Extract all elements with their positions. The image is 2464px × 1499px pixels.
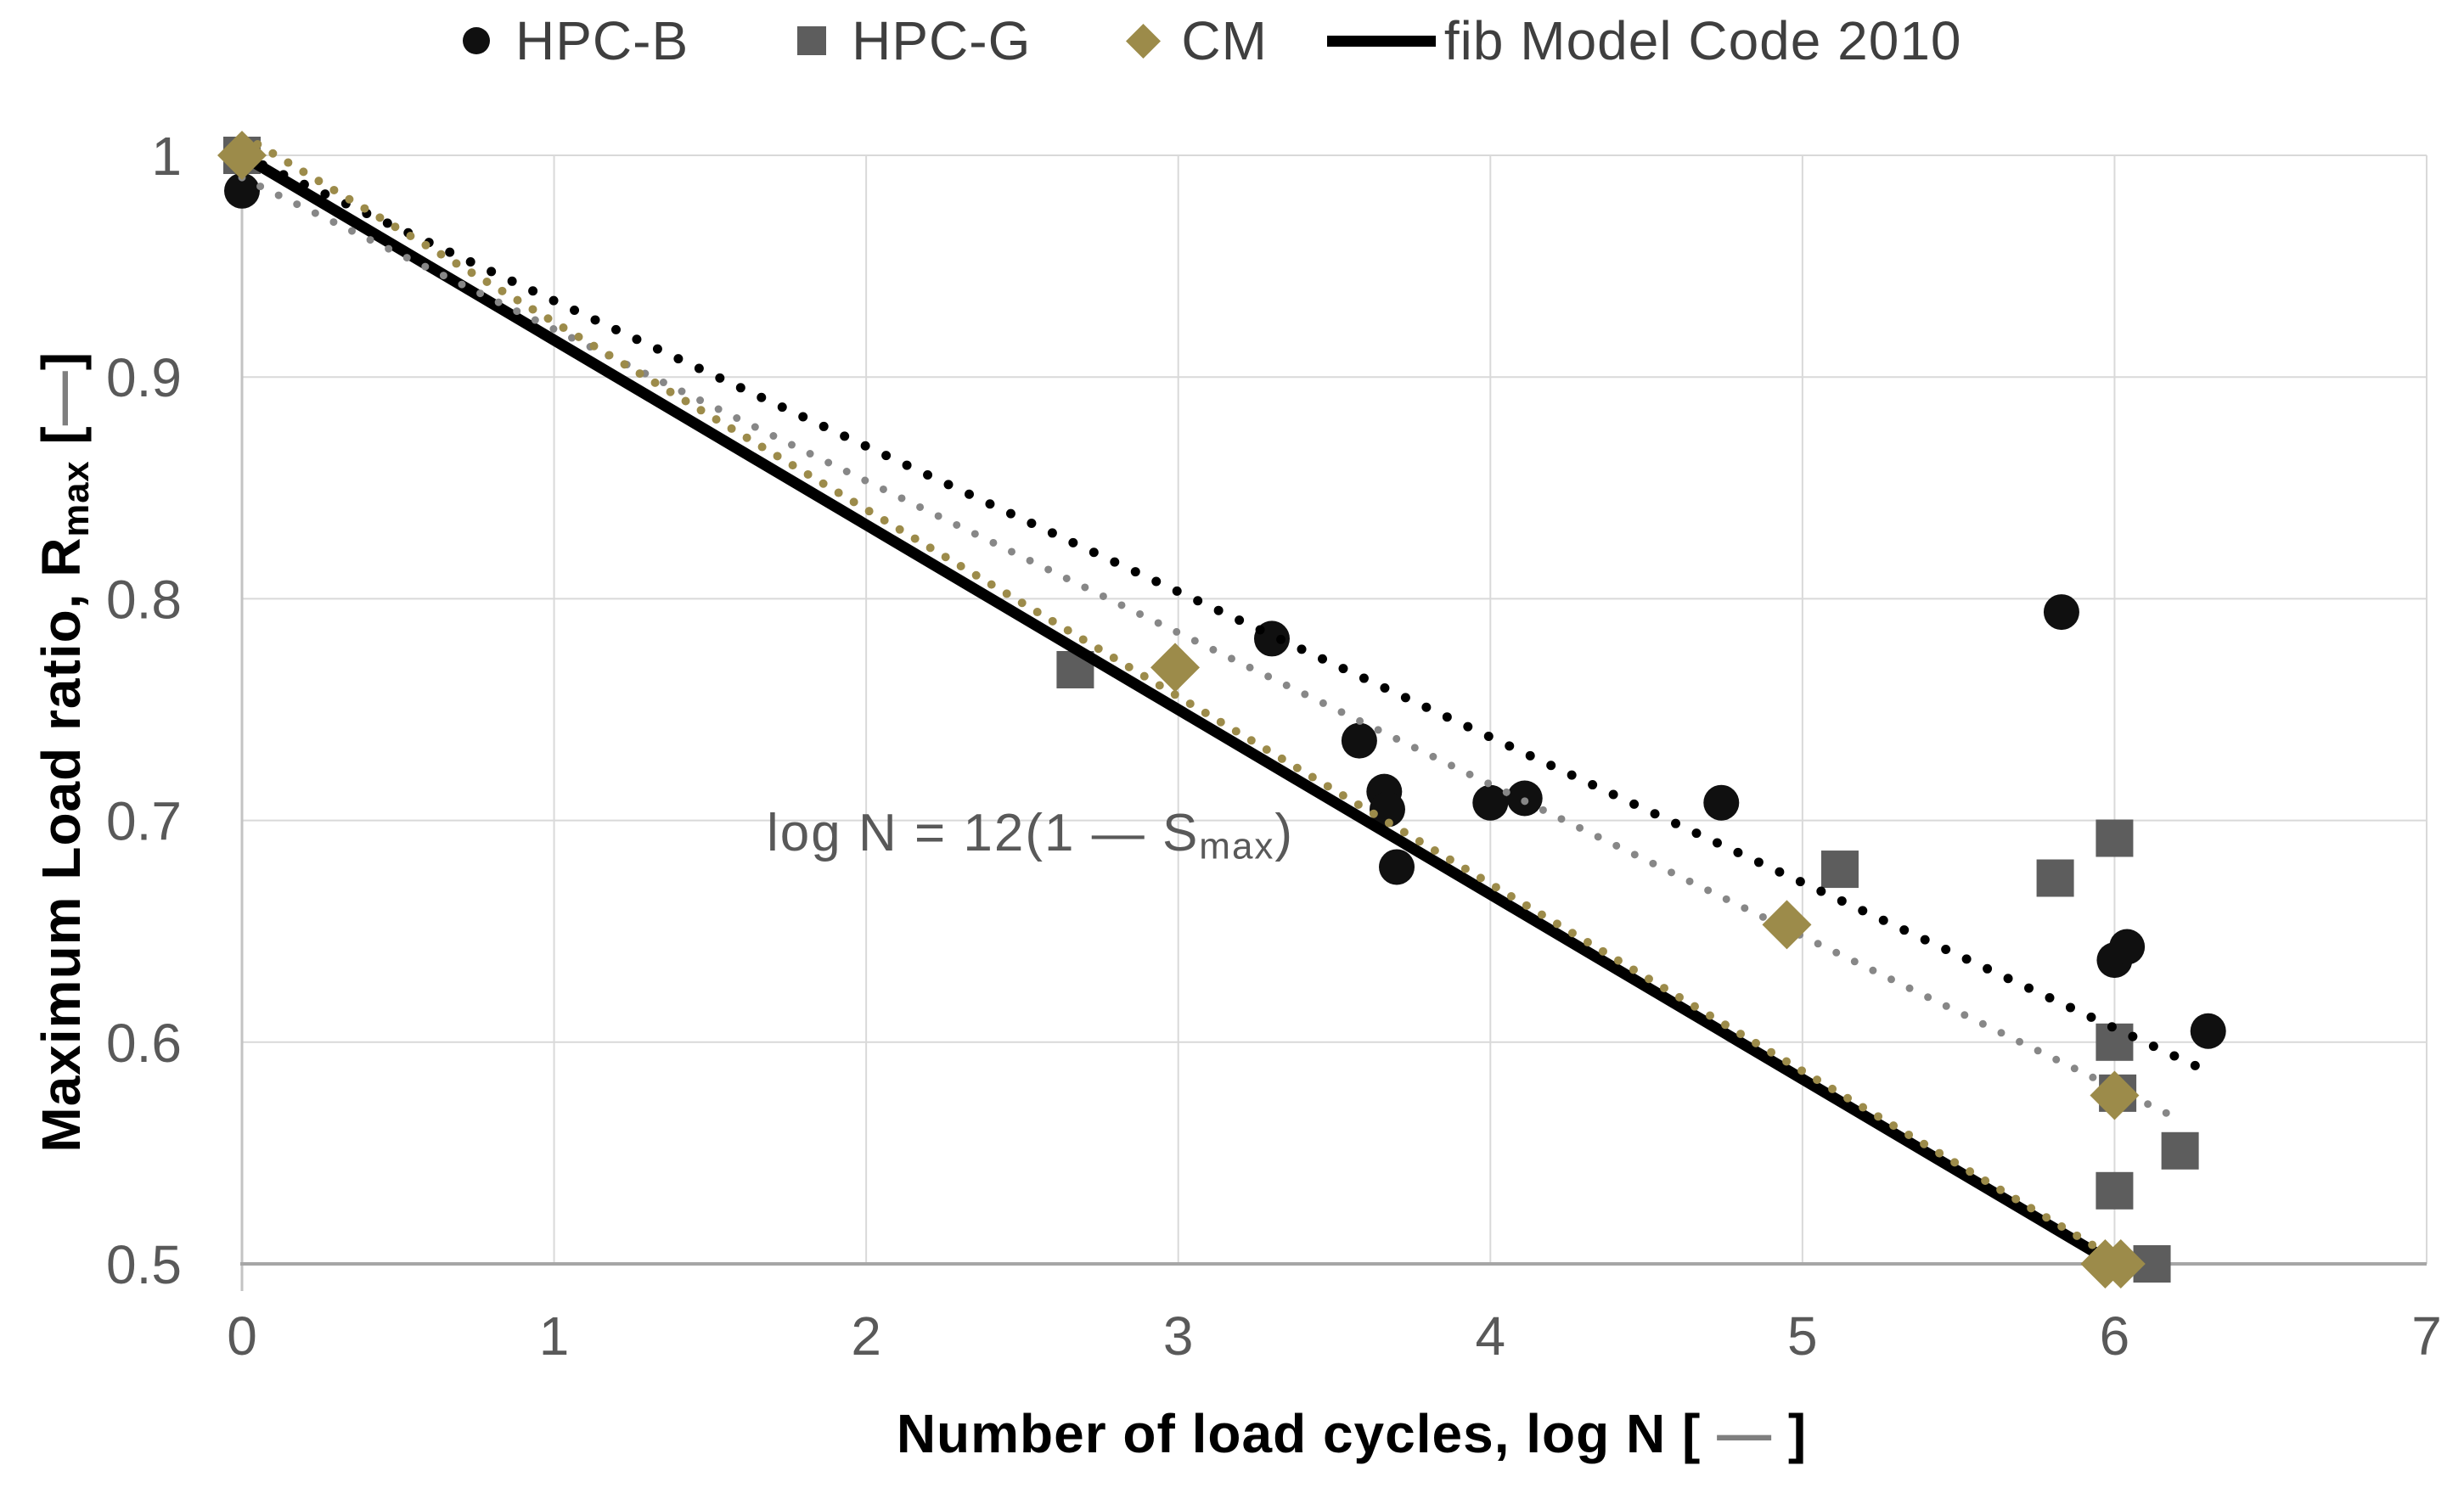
data-point-circle xyxy=(1703,784,1740,821)
trendline xyxy=(237,150,2207,1074)
x-title-text: Number of load cycles, log N [ xyxy=(896,1403,1718,1464)
fib-model-line xyxy=(239,150,2118,1269)
data-point-circle xyxy=(1369,791,1405,828)
x-tick-label: 1 xyxy=(539,1305,570,1367)
x-tick-label: 5 xyxy=(1787,1305,1818,1367)
equation-close: ) xyxy=(1274,804,1295,862)
y-tick-label: 0.8 xyxy=(106,569,182,630)
legend-label-fib: fib Model Code 2010 xyxy=(1443,10,1962,71)
data-point-diamond xyxy=(1150,643,1201,693)
legend-item-hpcb: HPC-B xyxy=(463,9,689,72)
x-title-dash: — xyxy=(1717,1403,1773,1464)
equation-subscript: max xyxy=(1199,825,1275,867)
legend: HPC-B HPC-G CM fib Model Code 2010 xyxy=(463,5,1962,76)
x-tick-label: 2 xyxy=(851,1305,881,1367)
data-point-circle xyxy=(1379,849,1415,885)
cm-diamond-icon xyxy=(1126,23,1162,59)
data-point-circle xyxy=(2190,1013,2226,1049)
y-title-bracket-open: [ xyxy=(31,425,93,461)
hpcb-circle-icon xyxy=(463,27,490,54)
data-point-circle xyxy=(1472,784,1509,821)
data-point-square xyxy=(1820,851,1859,889)
legend-item-cm: CM xyxy=(1126,9,1268,72)
y-tick-label: 0.9 xyxy=(106,347,182,408)
data-point-diamond xyxy=(1762,900,1812,950)
y-axis-title: Maximum Load ratio, Rmax [—] xyxy=(30,137,98,1367)
data-point-circle xyxy=(2109,929,2146,965)
data-point-square xyxy=(2036,859,2074,897)
x-axis-title: Number of load cycles, log N [ — ] xyxy=(757,1402,1946,1465)
legend-label-hpcg: HPC-G xyxy=(852,10,1032,71)
trendline xyxy=(253,139,2129,1268)
data-point-diamond xyxy=(2096,1239,2146,1288)
y-title-subscript: max xyxy=(55,460,97,537)
x-tick-label: 0 xyxy=(227,1305,257,1367)
data-point-circle xyxy=(2043,594,2079,631)
data-point-square xyxy=(2096,1171,2134,1210)
x-tick-label: 4 xyxy=(1475,1305,1505,1367)
y-tick-label: 0.7 xyxy=(106,791,182,852)
y-title-dash: — xyxy=(31,370,93,426)
legend-label-cm: CM xyxy=(1181,10,1268,71)
legend-label-hpcb: HPC-B xyxy=(515,10,689,71)
data-point-diamond xyxy=(217,131,267,180)
x-tick-label: 7 xyxy=(2411,1305,2442,1367)
legend-item-hpcg: HPC-G xyxy=(797,9,1031,72)
equation-text: log N = 12(1 — S xyxy=(767,804,1200,862)
y-title-text: Maximum Load ratio, R xyxy=(31,536,93,1153)
data-point-square xyxy=(2161,1131,2199,1170)
y-tick-label: 1 xyxy=(151,126,182,187)
data-point-diamond xyxy=(2090,1070,2140,1120)
x-title-bracket-close: ] xyxy=(1772,1403,1808,1464)
x-tick-label: 3 xyxy=(1163,1305,1194,1367)
y-title-bracket-close: ] xyxy=(31,351,93,371)
y-tick-label: 0.5 xyxy=(106,1234,182,1295)
model-equation-annotation: log N = 12(1 — Smax) xyxy=(767,803,1294,868)
legend-item-fib: fib Model Code 2010 xyxy=(1326,9,1962,72)
fib-line-icon xyxy=(1326,35,1436,47)
data-point-circle xyxy=(1341,722,1377,759)
hpcg-square-icon xyxy=(797,26,827,55)
data-point-square xyxy=(2096,819,2134,857)
y-tick-label: 0.6 xyxy=(106,1013,182,1074)
trendline xyxy=(238,173,2185,1124)
x-tick-label: 6 xyxy=(2100,1305,2130,1367)
data-point-circle xyxy=(224,172,260,209)
